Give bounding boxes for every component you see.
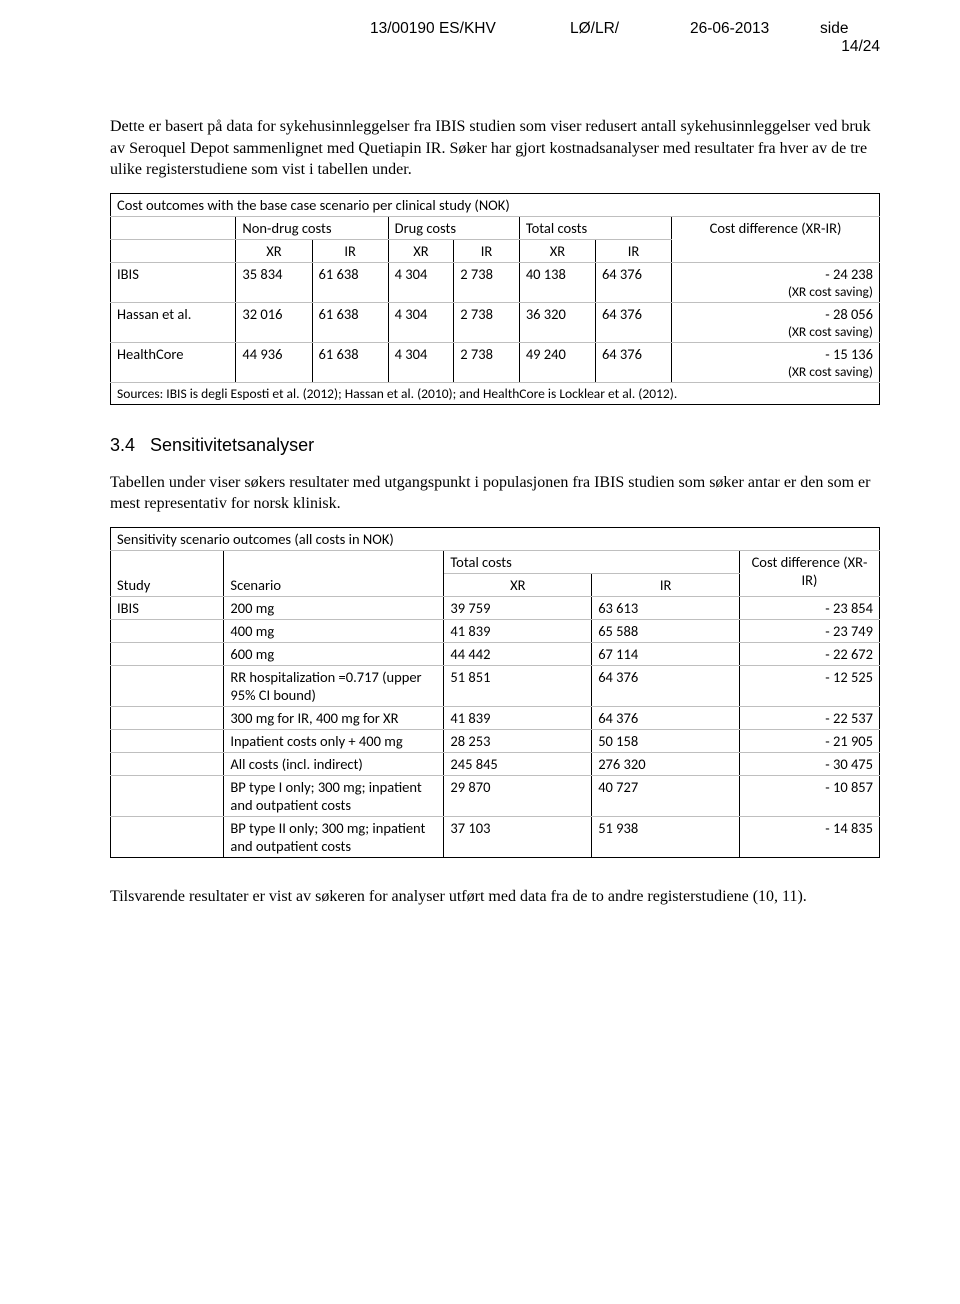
section-number: 3.4 [110,435,150,456]
header-row-1: 13/00190 ES/KHV LØ/LR/ 26-06-2013 side [370,20,880,38]
head-diff: Cost difference (XR-IR) [740,550,880,596]
table-row: IBIS 200 mg 39 759 63 613 - 23 854 [111,596,880,619]
head-scenario: Scenario [224,550,444,596]
table-row: BP type II only; 300 mg; inpatient and o… [111,816,880,857]
table-row: 600 mg 44 442 67 114 - 22 672 [111,642,880,665]
head-study: Study [111,550,224,596]
section-title: Sensitivitetsanalyser [150,435,314,455]
table-row: All costs (incl. indirect) 245 845 276 3… [111,752,880,775]
col-drug: Drug costs [388,216,519,239]
doc-header: 13/00190 ES/KHV LØ/LR/ 26-06-2013 side 1… [370,20,880,56]
table-row: BP type I only; 300 mg; inpatient and ou… [111,775,880,816]
table-row: 300 mg for IR, 400 mg for XR 41 839 64 3… [111,706,880,729]
cost-table-title: Cost outcomes with the base case scenari… [111,193,880,216]
table-row: Inpatient costs only + 400 mg 28 253 50 … [111,729,880,752]
table-row: IBIS 35 834 61 638 4 304 2 738 40 138 64… [111,262,880,302]
table-row: HealthCore 44 936 61 638 4 304 2 738 49 … [111,342,880,382]
paragraph-1: Dette er basert på data for sykehusinnle… [110,116,880,181]
section-heading: 3.4Sensitivitetsanalyser [110,435,880,456]
cost-outcomes-table: Cost outcomes with the base case scenari… [110,193,880,405]
paragraph-3: Tabellen under viser søkers resultater m… [110,472,880,515]
sens-table-title: Sensitivity scenario outcomes (all costs… [111,527,880,550]
col-nondrug: Non-drug costs [236,216,388,239]
side-label: side [820,20,880,38]
date: 26-06-2013 [690,20,820,38]
table-row: Hassan et al. 32 016 61 638 4 304 2 738 … [111,302,880,342]
case-number: 13/00190 ES/KHV [370,20,570,38]
paragraph-4: Tilsvarende resultater er vist av søkere… [110,886,880,908]
table-row: 400 mg 41 839 65 588 - 23 749 [111,619,880,642]
page-number: 14/24 [370,38,880,56]
sensitivity-table: Sensitivity scenario outcomes (all costs… [110,527,880,858]
page: 13/00190 ES/KHV LØ/LR/ 26-06-2013 side 1… [0,0,960,964]
col-diff: Cost difference (XR-IR) [672,216,880,262]
col-total: Total costs [519,216,671,239]
head-total: Total costs [444,550,740,573]
sources-note: Sources: IBIS is degli Esposti et al. (2… [111,382,880,404]
table-row: RR hospitalization =0.717 (upper 95% CI … [111,665,880,706]
reference: LØ/LR/ [570,20,690,38]
empty-cell [111,216,236,239]
